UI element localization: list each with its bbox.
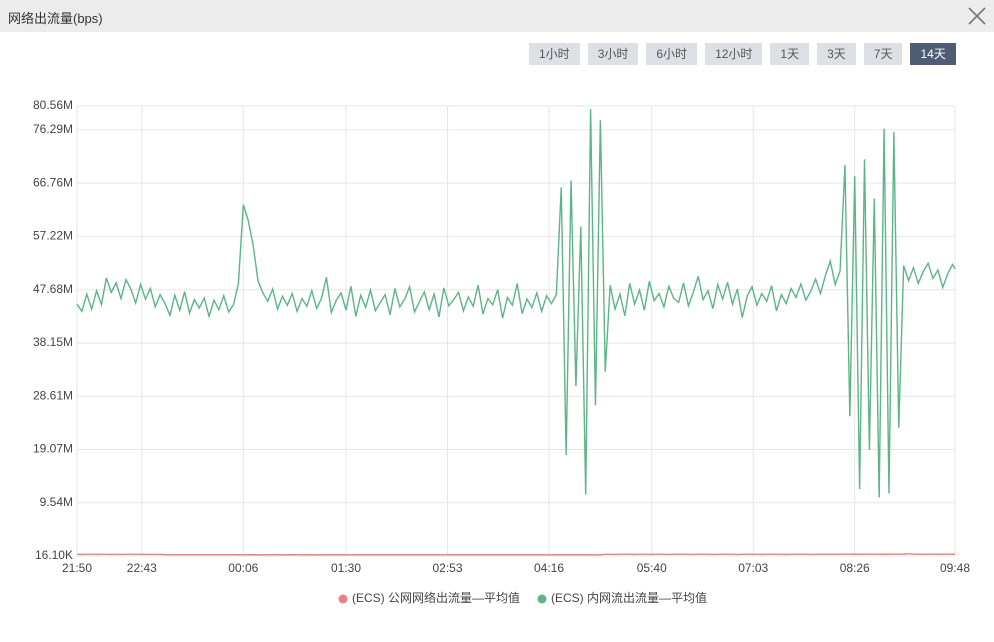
legend-marker <box>338 594 348 604</box>
x-tick-label: 08:26 <box>840 561 870 575</box>
y-tick-label: 66.76M <box>33 175 73 189</box>
x-tick-label: 07:03 <box>738 561 768 575</box>
time-range-button[interactable]: 3小时 <box>587 43 639 65</box>
y-tick-label: 76.29M <box>33 122 73 136</box>
y-tick-label: 16.10K <box>35 548 73 562</box>
y-tick-label: 57.22M <box>33 229 73 243</box>
time-range-buttons: 1小时 3小时 6小时 12小时 1天 3天 7天 14天 <box>529 43 956 65</box>
legend-item[interactable]: (ECS) 公网网络出流量—平均值 <box>338 590 521 605</box>
y-tick-label: 9.54M <box>40 495 73 509</box>
x-tick-label: 00:06 <box>228 561 258 575</box>
close-button[interactable] <box>966 5 988 27</box>
series-line <box>76 553 956 556</box>
y-tick-label: 38.15M <box>33 335 73 349</box>
legend-label: (ECS) 内网流出流量—平均值 <box>551 590 707 605</box>
x-tick-label: 01:30 <box>331 561 361 575</box>
legend-label: (ECS) 公网网络出流量—平均值 <box>352 590 520 605</box>
x-tick-label: 04:16 <box>534 561 564 575</box>
y-tick-label: 80.56M <box>33 98 73 112</box>
time-range-button[interactable]: 3天 <box>817 43 856 65</box>
x-tick-label: 21:50 <box>62 561 92 575</box>
y-tick-label: 19.07M <box>33 442 73 456</box>
x-tick-label: 02:53 <box>433 561 463 575</box>
time-range-button[interactable]: 7天 <box>863 43 903 65</box>
x-tick-label: 22:43 <box>127 561 157 575</box>
x-tick-label: 09:48 <box>940 561 970 575</box>
header: 网络出流量(bps) <box>0 0 994 32</box>
header-title: 网络出流量(bps) <box>8 11 103 26</box>
legend-item[interactable]: (ECS) 内网流出流量—平均值 <box>537 590 708 605</box>
y-tick-label: 28.61M <box>33 388 73 402</box>
time-range-button[interactable]: 1天 <box>770 43 810 65</box>
y-tick-label: 47.68M <box>33 282 73 296</box>
time-range-button[interactable]: 14天 <box>910 43 956 65</box>
x-tick-label: 05:40 <box>637 561 667 575</box>
time-range-button[interactable]: 1小时 <box>529 43 580 65</box>
time-range-button[interactable]: 12小时 <box>705 43 763 65</box>
series-line <box>76 109 956 498</box>
time-range-button[interactable]: 6小时 <box>646 43 698 65</box>
legend-marker <box>537 594 547 604</box>
chart: 16.10K 9.54M 19.07M 28.61M 38.15M 47.68M 57.22… <box>33 98 970 605</box>
